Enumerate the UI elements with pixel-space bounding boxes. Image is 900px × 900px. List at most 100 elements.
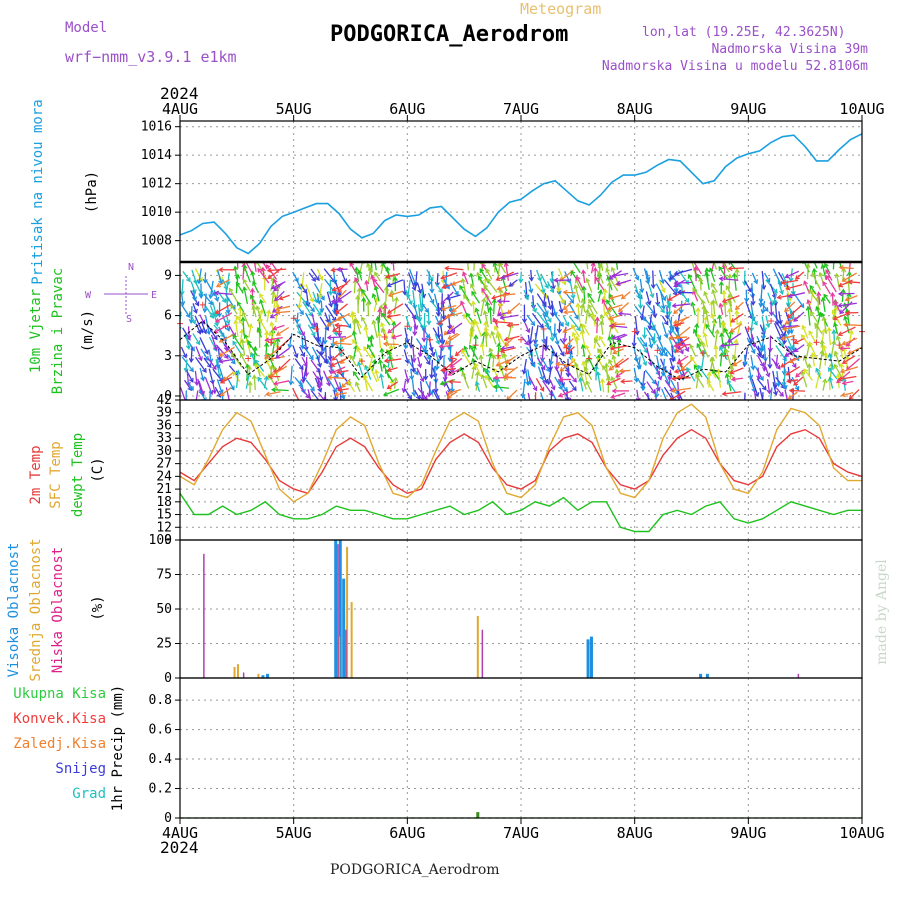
wind-arrow xyxy=(811,353,816,367)
wind-arrow xyxy=(658,279,666,293)
wind-arrowhead xyxy=(273,380,279,386)
wind-arrow xyxy=(504,337,515,347)
wind-arrow xyxy=(585,380,593,393)
wind-arrowhead xyxy=(549,336,555,342)
wind-arrowhead xyxy=(361,316,366,322)
wind-arrowhead xyxy=(444,265,450,271)
wind-arrow xyxy=(562,325,577,333)
wind-arrow xyxy=(269,332,278,348)
wind-arrowhead xyxy=(328,302,334,308)
wind-arrowhead xyxy=(800,370,806,376)
wind-arrow xyxy=(310,390,320,400)
wind-arrow xyxy=(231,352,243,368)
wind-arrowhead xyxy=(213,290,219,296)
wind-arrowhead xyxy=(382,363,388,369)
wind-arrow xyxy=(618,302,630,312)
precip-legend-item: Zaledj.Kisa xyxy=(13,736,106,752)
wind-arrow xyxy=(550,349,554,365)
wind-arrowhead xyxy=(386,313,392,319)
wind-arrowhead xyxy=(197,356,203,362)
wind-arrow xyxy=(587,293,595,304)
wind-arrowhead xyxy=(332,340,338,346)
wind-arrowhead xyxy=(320,295,325,301)
wind-arrowhead xyxy=(441,284,447,290)
wind-arrow xyxy=(361,317,368,327)
wind-arrowhead xyxy=(263,375,269,381)
wind-arrow xyxy=(568,380,577,391)
wind-arrow xyxy=(245,262,253,274)
wind-arrowhead xyxy=(729,369,735,375)
wind-arrowhead xyxy=(449,363,455,368)
wind-arrow xyxy=(563,291,576,294)
wind-arrow xyxy=(308,272,316,282)
wind-arrow xyxy=(652,325,661,340)
wind-arrowhead xyxy=(742,361,748,367)
wind-arrowhead xyxy=(730,376,736,382)
wind-arrowhead xyxy=(269,372,275,377)
wind-arrowhead xyxy=(788,329,794,335)
wind-arrowhead xyxy=(832,252,836,256)
wind-arrowhead xyxy=(837,291,843,297)
wind-arrow xyxy=(475,372,479,391)
day-label-top: 10AUG xyxy=(839,100,884,118)
wind-arrow xyxy=(493,299,496,315)
wind-arrowhead xyxy=(581,285,587,291)
wind-arrow xyxy=(364,365,372,380)
wind-arrow xyxy=(677,291,694,294)
wind-arrowhead xyxy=(266,267,272,273)
wind-arrowhead xyxy=(711,299,717,305)
wind-arrowhead xyxy=(326,334,332,341)
wind-arrowhead xyxy=(550,385,556,391)
wind-arrowhead xyxy=(810,310,815,316)
wind-arrow xyxy=(823,294,831,304)
wind-arrowhead xyxy=(580,269,587,275)
wind-arrowhead xyxy=(435,339,441,345)
wind-arrowhead xyxy=(711,254,715,258)
wind-gust-marker xyxy=(358,358,365,365)
temp-axis-title-2m: 2m Temp xyxy=(28,445,44,504)
wind-arrow xyxy=(180,311,182,326)
wind-arrow xyxy=(725,285,736,303)
wind-arrow xyxy=(781,279,799,284)
wind-arrow xyxy=(658,269,664,284)
wind-arrowhead xyxy=(615,373,621,378)
wind-arrow xyxy=(732,359,743,367)
wind-arrowhead xyxy=(235,281,241,287)
wind-arrowhead xyxy=(616,335,622,341)
wind-arrowhead xyxy=(560,299,565,305)
wind-arrowhead xyxy=(580,297,586,303)
y-tick-label: 21 xyxy=(156,482,172,497)
wind-arrowhead xyxy=(806,299,812,305)
wind-arrow xyxy=(588,299,598,315)
y-tick-label: 0 xyxy=(164,671,172,686)
wind-arrow xyxy=(546,281,554,293)
wind-arrowhead xyxy=(387,350,393,356)
wind-arrow xyxy=(292,345,298,358)
wind-arrow xyxy=(203,293,213,305)
wind-arrow xyxy=(493,385,509,389)
wind-arrow xyxy=(465,312,475,324)
wind-arrowhead xyxy=(835,372,841,378)
wind-arrow xyxy=(580,304,584,316)
wind-arrow xyxy=(691,302,696,316)
wind-arrow xyxy=(557,380,568,392)
wind-arrowhead xyxy=(558,376,564,383)
wind-gust-marker xyxy=(608,323,615,330)
wind-arrowhead xyxy=(734,305,740,311)
wind-arrow xyxy=(520,271,522,283)
wind-arrowhead xyxy=(428,276,434,282)
wind-arrowhead xyxy=(332,327,338,332)
wind-arrowhead xyxy=(447,389,453,395)
wind-arrowhead xyxy=(460,300,465,306)
wind-arrow xyxy=(388,351,394,369)
wind-arrow xyxy=(808,341,818,360)
wind-arrowhead xyxy=(548,360,554,366)
wind-arrowhead xyxy=(698,276,704,282)
wind-arrowhead xyxy=(287,343,293,349)
wind-arrowhead xyxy=(841,340,847,346)
wind-arrowhead xyxy=(185,313,191,319)
wind-arrow xyxy=(656,355,660,370)
wind-arrowhead xyxy=(636,364,642,370)
wind-arrowhead xyxy=(356,347,362,353)
wind-arrow xyxy=(242,279,251,291)
